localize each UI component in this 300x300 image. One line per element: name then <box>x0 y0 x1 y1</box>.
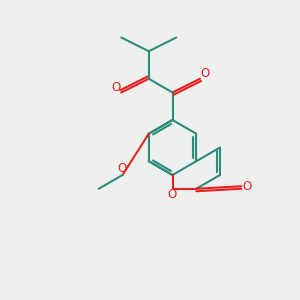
Text: O: O <box>200 67 210 80</box>
Text: O: O <box>118 162 127 175</box>
Text: O: O <box>242 180 251 193</box>
Text: O: O <box>168 188 177 202</box>
Text: O: O <box>112 81 121 94</box>
